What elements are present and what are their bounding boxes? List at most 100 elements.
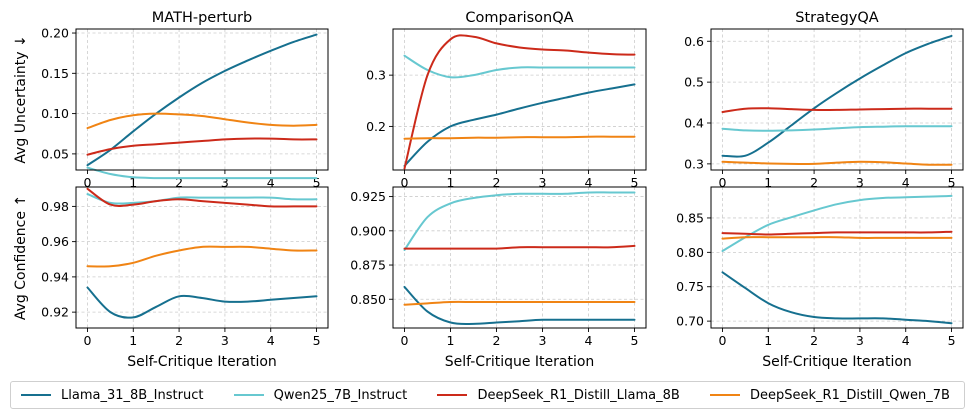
x-tick-label: 0 [401,333,409,348]
y-tick-label: 0.05 [41,146,69,161]
x-tick-label: 0 [83,333,91,348]
x-tick-label: 2 [175,175,183,190]
series-line [86,33,318,167]
series-line [403,34,636,170]
x-tick-label: 0 [401,175,409,190]
x-tick-label: 5 [631,333,639,348]
series-line [721,107,953,113]
y-tick-label: 0.70 [676,314,704,329]
x-tick-label: 2 [493,333,501,348]
legend-item-deepseek-qwen: DeepSeek_R1_Distill_Qwen_7B [710,388,950,403]
legend-label: Qwen25_7B_Instruct [273,387,408,403]
series-line [403,83,636,167]
legend-label: DeepSeek_R1_Distill_Llama_8B [477,387,680,403]
plot-frame [392,28,647,171]
x-tick-label: 5 [948,333,956,348]
y-tick-label: 0.925 [350,189,386,204]
plot-frame [75,186,329,329]
x-tick-label: 3 [539,333,547,348]
legend: Llama_31_8B_Instruct Qwen25_7B_Instruct … [10,381,965,409]
y-tick-label: 0.850 [350,292,386,307]
y-tick-label: 0.15 [41,66,69,81]
legend-item-deepseek-llama: DeepSeek_R1_Distill_Llama_8B [437,387,680,403]
y-tick-label: 0.900 [350,223,386,238]
panel: 0 1 2 3 4 5 0.850 0.875 0.900 0.925 Self-Critique … [350,186,647,370]
y-tick-label: 0.3 [684,156,704,171]
x-tick-label: 5 [631,175,639,190]
x-tick-label: 3 [221,175,229,190]
legend-label: DeepSeek_R1_Distill_Qwen_7B [750,387,950,403]
panel: 0 1 2 3 4 5 0.92 0.94 0.96 0.98 Self-Critique Iter… [41,186,329,370]
x-tick-label: 1 [447,175,455,190]
series-line [86,187,318,208]
y-tick-label: 0.75 [676,279,704,294]
plot-frame [710,28,964,171]
x-tick-label: 1 [447,333,455,348]
panel: 0 1 2 3 4 5 0.70 0.75 0.80 0.85 Self-Critique Iter… [676,186,964,370]
x-tick-label: 5 [313,175,321,190]
y-tick-label: 0.4 [684,116,704,131]
y-tick-label: 0.96 [41,234,69,249]
x-tick-label: 3 [856,333,864,348]
series-line [403,191,636,251]
y-tick-label: 0.94 [41,269,69,284]
plot-frame [392,186,647,329]
series-line [403,135,636,140]
x-tick-label: 3 [221,333,229,348]
x-tick-label: 1 [764,175,772,190]
x-tick-label: 5 [948,175,956,190]
panel-title: ComparisonQA [465,10,573,26]
x-tick-label: 0 [83,175,91,190]
x-tick-label: 4 [585,333,593,348]
x-axis-label: Self-Critique Iteration [445,354,595,370]
x-tick-label: 2 [493,175,501,190]
x-axis-label: Self-Critique Iteration [127,354,277,370]
x-tick-label: 1 [129,333,137,348]
panel-title: MATH-perturb [152,10,252,26]
series-line [86,112,318,130]
x-tick-label: 0 [718,175,726,190]
series-line [86,245,318,268]
panel: 0 1 2 3 4 5 0.3 0.4 0.5 0.6 StrategyQA [684,10,964,190]
series-line [403,244,636,250]
panel: 0 1 2 3 4 5 0.2 0.3 ComparisonQA [366,10,647,190]
x-tick-label: 4 [267,175,275,190]
y-tick-label: 0.6 [684,34,704,49]
series-line [721,160,953,166]
x-tick-label: 2 [810,333,818,348]
x-tick-label: 3 [539,175,547,190]
x-tick-label: 5 [313,333,321,348]
x-tick-label: 0 [718,333,726,348]
series-line [86,286,318,319]
legend-item-qwen: Qwen25_7B_Instruct [233,387,408,403]
y-tick-label: 0.3 [366,68,386,83]
plot-frame [75,28,329,171]
series-line [721,194,953,252]
series-line [403,300,636,306]
y-tick-label: 0.92 [41,305,69,320]
y-axis-label: Avg Confidence ↑ [13,195,29,320]
x-tick-label: 4 [585,175,593,190]
y-axis-label: Avg Uncertainty ↓ [13,35,29,163]
legend-swatch [437,393,468,397]
x-tick-label: 4 [902,333,910,348]
series-line [721,271,953,325]
legend-swatch [710,393,740,397]
series-line [721,230,953,236]
y-tick-label: 0.85 [676,210,704,225]
legend-swatch [233,393,264,397]
x-tick-label: 4 [267,333,275,348]
y-tick-label: 0.5 [684,75,704,90]
y-tick-label: 0.10 [41,106,69,121]
x-tick-label: 1 [129,175,137,190]
panel: 0 1 2 3 4 5 0.05 0.10 0.15 0.20 MATH-perturb [41,10,329,190]
plot-frame [710,186,964,329]
x-tick-label: 4 [902,175,910,190]
x-tick-label: 1 [764,333,772,348]
legend-label: Llama_31_8B_Instruct [61,387,204,403]
y-tick-label: 0.80 [676,245,704,260]
y-tick-label: 0.875 [350,258,386,273]
y-tick-label: 0.20 [41,26,69,41]
series-line [721,125,953,132]
series-line [403,285,636,326]
